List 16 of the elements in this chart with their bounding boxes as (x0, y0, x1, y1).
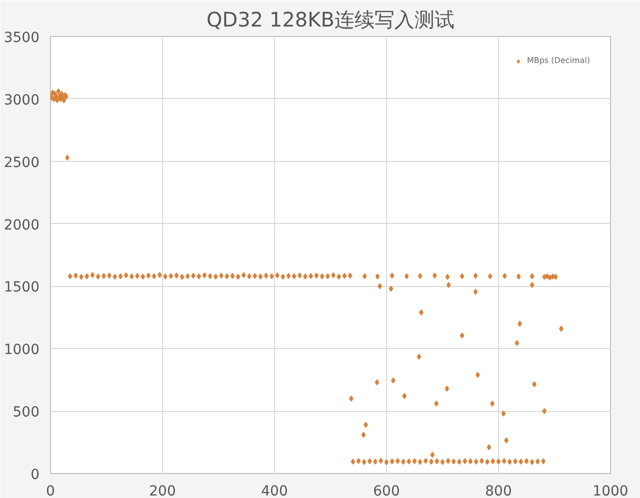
chart-title: QD32 128KB连续写入测试 (206, 8, 454, 32)
y-tick-label: 1000 (4, 342, 40, 358)
y-tick-label: 500 (12, 404, 40, 421)
x-tick-label: 800 (485, 484, 512, 498)
y-tick-label: 3500 (4, 30, 40, 46)
y-tick-label: 0 (30, 467, 40, 483)
x-tick-label: 600 (373, 484, 400, 498)
x-tick-label: 400 (261, 484, 288, 498)
y-tick-label: 3000 (4, 92, 40, 108)
x-tick-label: 200 (149, 484, 176, 498)
y-tick-label: 1500 (4, 280, 40, 296)
legend-label: MBps (Decimal) (526, 56, 590, 65)
y-tick-label: 2000 (4, 217, 40, 234)
y-tick-label: 2500 (4, 154, 40, 171)
x-tick-label: 0 (46, 484, 55, 498)
x-tick-label: 1000 (592, 484, 628, 498)
